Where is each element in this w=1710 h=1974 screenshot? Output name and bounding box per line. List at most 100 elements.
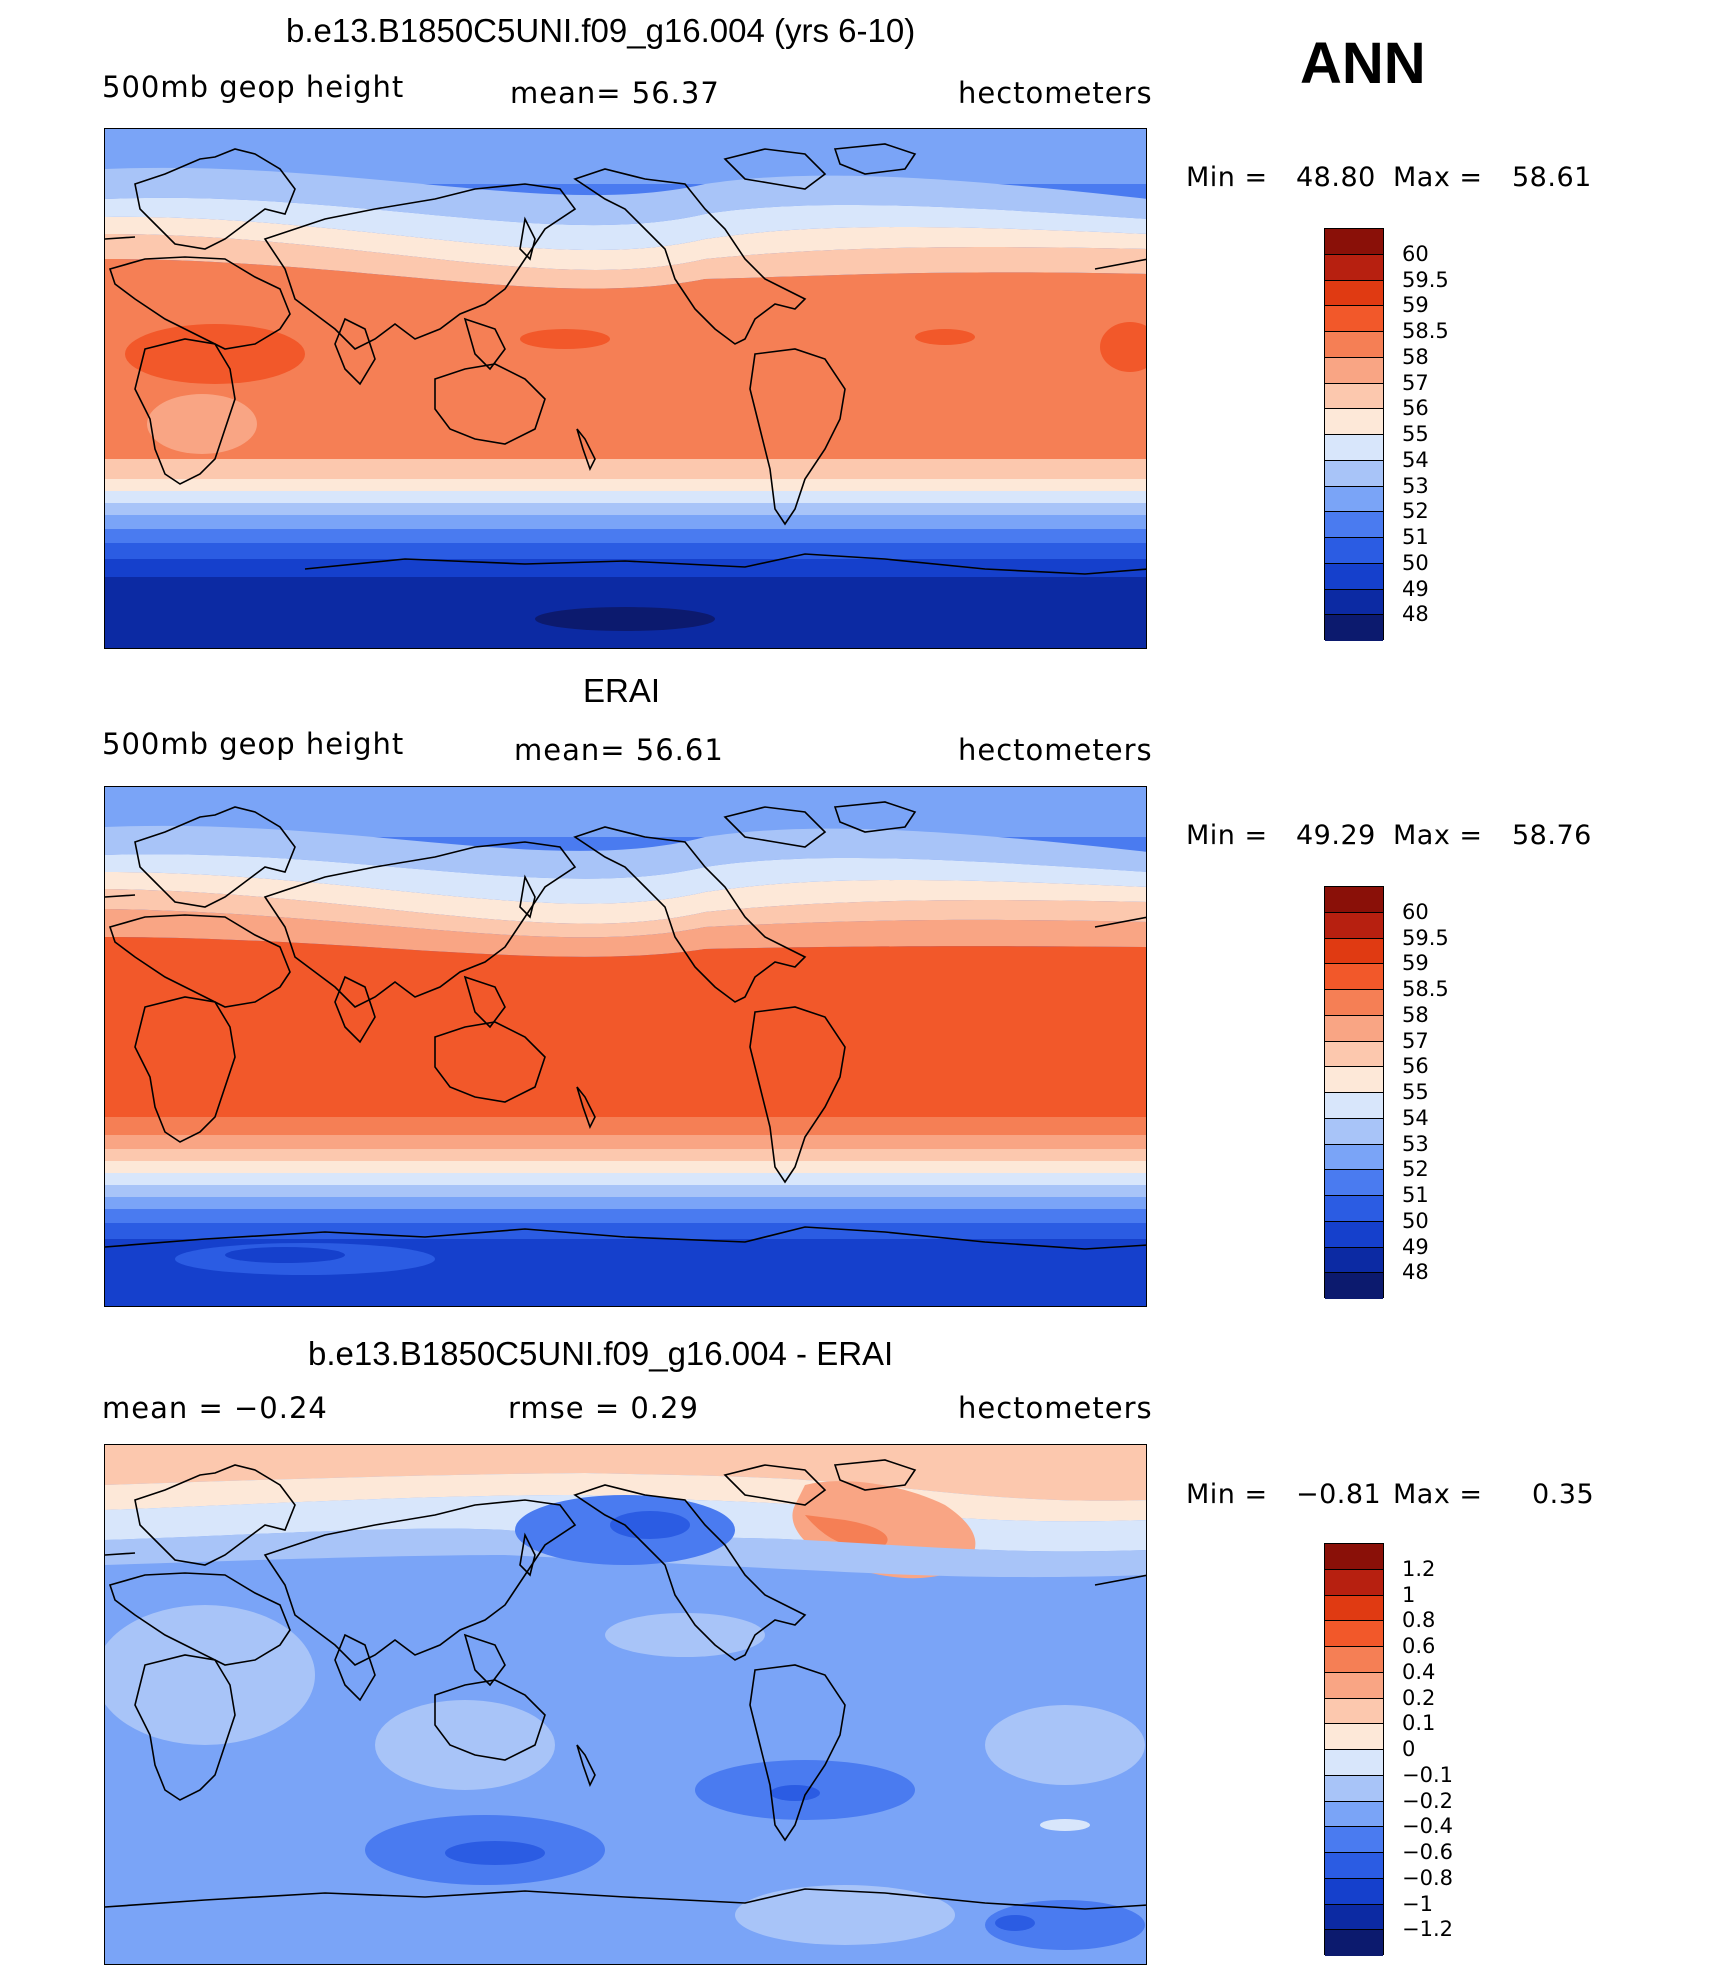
colorbar-tick-label: 58 — [1402, 344, 1429, 369]
panel-model-max-value: 58.61 — [1512, 162, 1592, 193]
colorbar-tick-label: 57 — [1402, 1028, 1429, 1053]
colorbar-swatch — [1325, 254, 1383, 281]
colorbar-tick-label: 1.2 — [1402, 1556, 1436, 1581]
colorbar-swatch — [1325, 1118, 1383, 1145]
panel-obs-mean-label: mean= 56.61 — [514, 733, 724, 767]
colorbar-swatch — [1325, 1569, 1383, 1596]
colorbar-swatch — [1325, 1672, 1383, 1699]
panel-obs-max-value: 58.76 — [1512, 820, 1592, 851]
colorbar-swatch — [1325, 1801, 1383, 1828]
model-map-svg — [105, 129, 1146, 648]
colorbar-swatch — [1325, 1750, 1383, 1776]
colorbar-swatch — [1325, 1698, 1383, 1725]
season-label: ANN — [1300, 31, 1426, 96]
panel-diff-max-value: 0.35 — [1532, 1479, 1595, 1510]
colorbar-swatch — [1325, 1621, 1383, 1647]
colorbar-swatches — [1324, 886, 1384, 1299]
colorbar-tick-label: 51 — [1402, 1183, 1429, 1207]
colorbar-tick-label: 59 — [1402, 293, 1429, 318]
colorbar-swatch — [1325, 1724, 1383, 1750]
panel-obs-map — [104, 786, 1147, 1307]
colorbar-swatch — [1325, 435, 1383, 461]
colorbar-tick-label: 60 — [1402, 241, 1429, 266]
colorbar-swatch — [1325, 1041, 1383, 1068]
colorbar-tick-label: 55 — [1402, 422, 1429, 446]
colorbar-tick-label: 60 — [1402, 899, 1429, 924]
colorbar-tick-label: 52 — [1402, 499, 1429, 524]
panel-obs-min-value: 49.29 — [1296, 820, 1376, 851]
panel-obs-min-label: Min = — [1186, 820, 1268, 851]
colorbar-swatch — [1325, 1196, 1383, 1222]
panel-model-min-label: Min = — [1186, 162, 1268, 193]
colorbar-swatch — [1325, 1170, 1383, 1196]
colorbar-tick-label: 0.6 — [1402, 1634, 1436, 1658]
panel-diff-mean-label: mean = −0.24 — [102, 1391, 328, 1425]
colorbar-tick-label: 51 — [1402, 525, 1429, 549]
colorbar-swatch — [1325, 912, 1383, 939]
colorbar-swatch — [1325, 383, 1383, 410]
colorbar-tick-label: −1.2 — [1402, 1917, 1453, 1942]
colorbar-tick-label: −1 — [1402, 1891, 1433, 1916]
obs-map-svg — [105, 787, 1146, 1306]
colorbar-swatch — [1325, 990, 1383, 1016]
panel-obs-title: ERAI — [583, 672, 661, 709]
colorbar-tick-label: 49 — [1402, 576, 1429, 601]
colorbar-tick-label: 57 — [1402, 370, 1429, 395]
colorbar-swatch — [1325, 1544, 1383, 1570]
colorbar-tick-label: 49 — [1402, 1234, 1429, 1259]
panel-obs-variable-label: 500mb geop height — [102, 727, 405, 761]
colorbar-swatch — [1325, 1775, 1383, 1802]
colorbar-swatch — [1325, 887, 1383, 913]
panel-model-min-value: 48.80 — [1296, 162, 1376, 193]
colorbar-swatch — [1325, 1273, 1383, 1299]
colorbar-swatch — [1325, 964, 1383, 990]
colorbar-tick-label: 48 — [1402, 602, 1429, 627]
colorbar-swatch — [1325, 1930, 1383, 1956]
panel-model-max-label: Max = — [1393, 162, 1483, 193]
colorbar-tick-label: 58 — [1402, 1002, 1429, 1027]
panel-obs-units-label: hectometers — [958, 733, 1153, 767]
panel-diff-max-label: Max = — [1393, 1479, 1483, 1510]
colorbar-swatch — [1325, 1853, 1383, 1879]
colorbar-tick-label: 58.5 — [1402, 977, 1449, 1001]
colorbar-tick-label: −0.1 — [1402, 1762, 1453, 1787]
colorbar-tick-label: −0.8 — [1402, 1865, 1453, 1890]
colorbar-tick-label: 59 — [1402, 951, 1429, 976]
panel-diff-map — [104, 1444, 1147, 1965]
panel-model-units-label: hectometers — [958, 76, 1153, 110]
colorbar-swatch — [1325, 1878, 1383, 1905]
colorbar-tick-label: 50 — [1402, 1208, 1429, 1233]
colorbar-swatches — [1324, 1543, 1384, 1956]
panel-model-title: b.e13.B1850C5UNI.f09_g16.004 (yrs 6-10) — [286, 12, 916, 49]
colorbar-swatch — [1325, 486, 1383, 513]
colorbar-tick-label: 56 — [1402, 396, 1429, 421]
colorbar-tick-label: 0.1 — [1402, 1711, 1436, 1736]
panel-obs-colorbar: 60 59.5 59 58.5 58 57 56 55 54 53 52 51 50 49 48 — [1324, 886, 1449, 1299]
colorbar-swatch — [1325, 1221, 1383, 1248]
colorbar-tick-label: 53 — [1402, 473, 1429, 498]
colorbar-swatch — [1325, 1827, 1383, 1853]
colorbar-tick-label: 1 — [1402, 1582, 1416, 1607]
colorbar-swatch — [1325, 512, 1383, 538]
colorbar-tick-label: 0.8 — [1402, 1608, 1436, 1633]
colorbar-swatch — [1325, 1904, 1383, 1931]
colorbar-swatches — [1324, 228, 1384, 641]
colorbar-swatch — [1325, 409, 1383, 435]
colorbar-tick-label: 55 — [1402, 1080, 1429, 1104]
panel-diff-colorbar: 1.2 1 0.8 0.6 0.4 0.2 0.1 0 −0.1 −0.2 −0.4 −0.6 −0.8… — [1324, 1543, 1453, 1956]
colorbar-tick-label: 58.5 — [1402, 319, 1449, 343]
colorbar-tick-label: 0.2 — [1402, 1685, 1436, 1710]
panel-diff-units-label: hectometers — [958, 1391, 1153, 1425]
panel-diff-title: b.e13.B1850C5UNI.f09_g16.004 - ERAI — [308, 1335, 894, 1372]
colorbar-swatch — [1325, 589, 1383, 616]
colorbar-swatch — [1325, 1093, 1383, 1119]
colorbar-swatch — [1325, 1595, 1383, 1622]
colorbar-swatch — [1325, 1144, 1383, 1171]
colorbar-swatch — [1325, 332, 1383, 358]
panel-model-map — [104, 128, 1147, 649]
colorbar-swatch — [1325, 938, 1383, 965]
panel-model-variable-label: 500mb geop height — [102, 70, 405, 104]
colorbar-swatch — [1325, 229, 1383, 255]
colorbar-swatch — [1325, 563, 1383, 590]
colorbar-tick-label: −0.2 — [1402, 1788, 1453, 1813]
